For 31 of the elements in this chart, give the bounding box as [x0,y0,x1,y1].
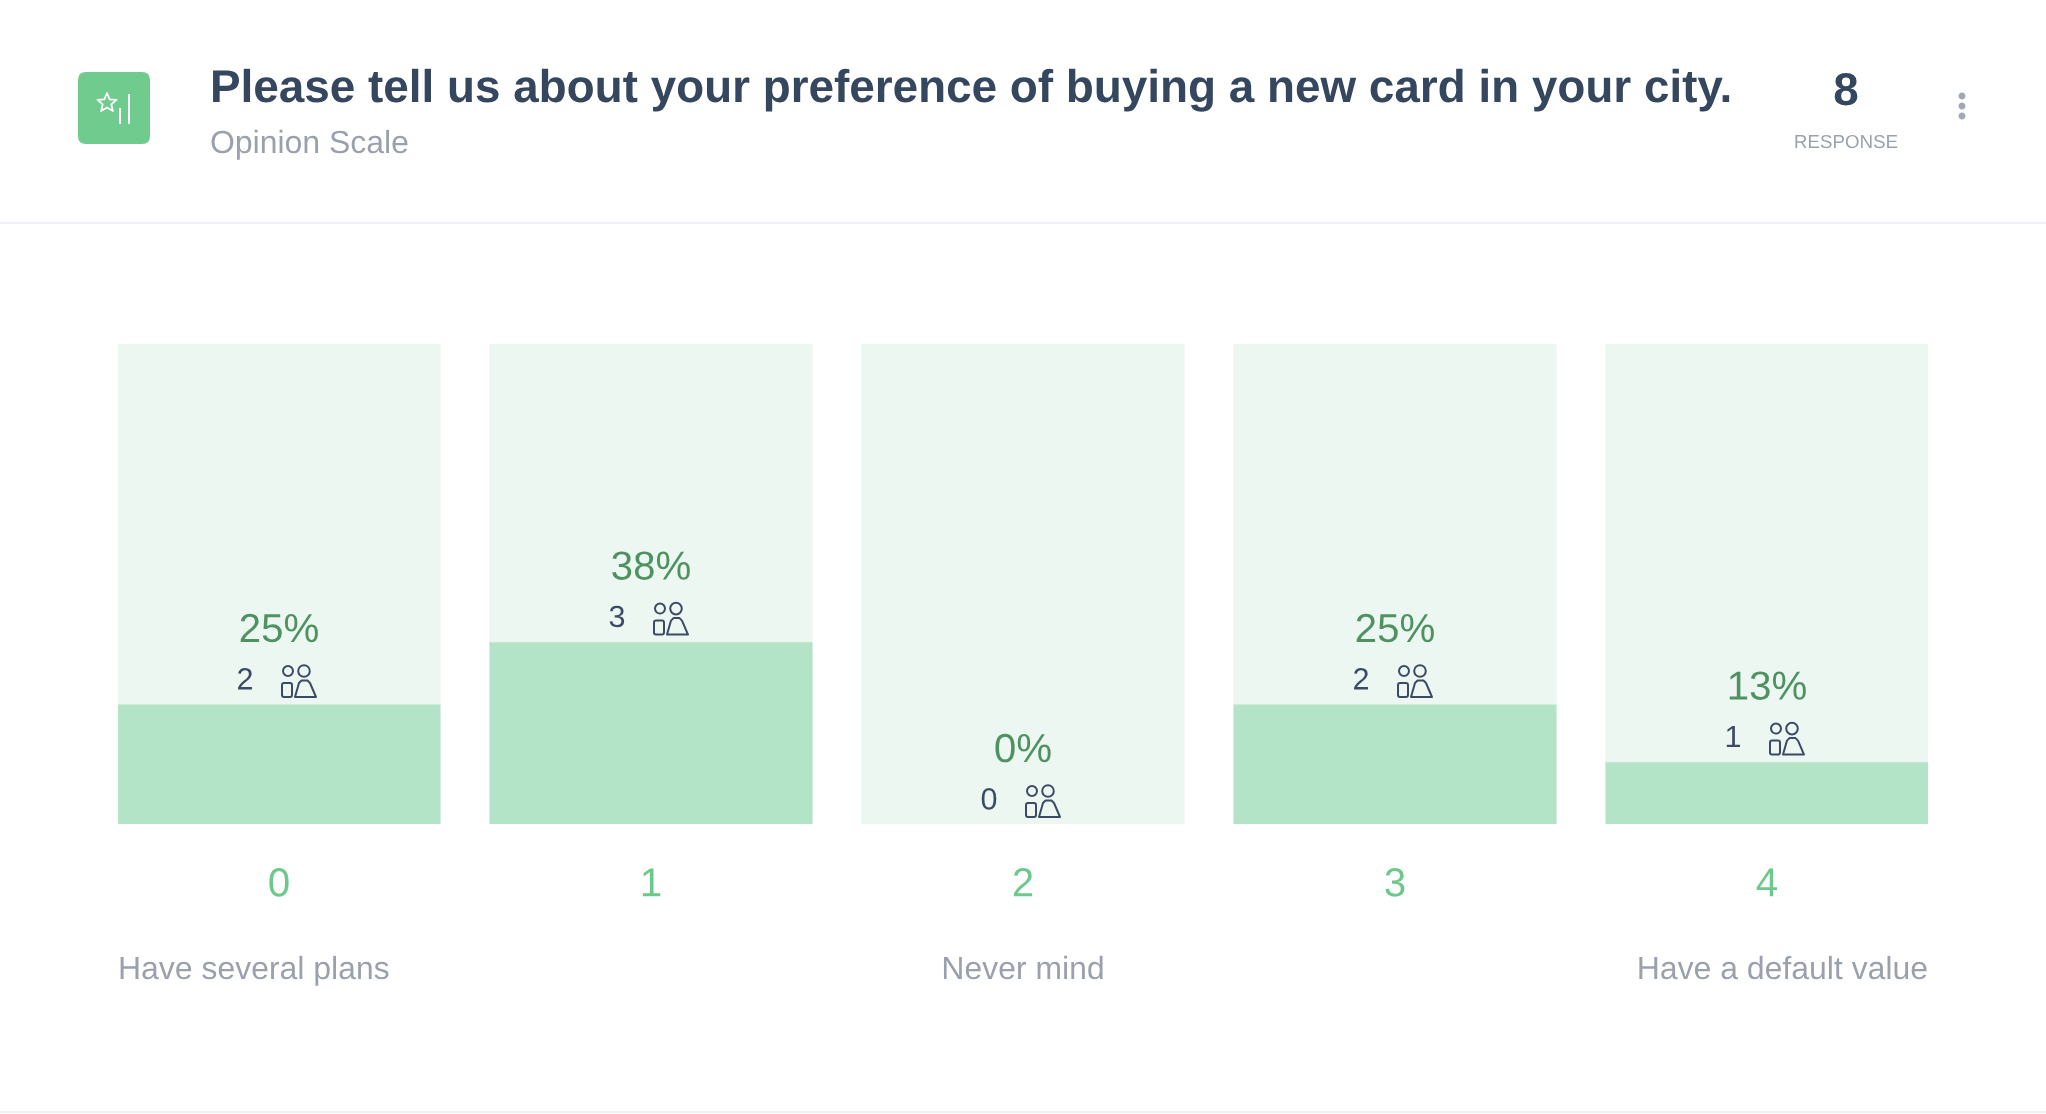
annotation: 0 [981,788,997,810]
bar [1605,761,1928,824]
x-tick-label: 0 [269,868,289,897]
bar [1233,344,1557,705]
x-tick-label: 3 [1385,868,1405,897]
bar [861,344,1185,824]
data-label: 38% [612,551,690,580]
bar [489,344,813,643]
data-label: 25% [1356,613,1434,643]
bar [489,641,813,824]
x-tick-label: 4 [1756,868,1778,897]
x-tick-label: 2 [1013,868,1033,897]
data-label: 0% [995,733,1051,763]
annotation: 3 [609,605,625,628]
x-tick-label: 1 [642,868,661,897]
annotation: 1 [1726,725,1741,747]
bar [118,344,441,705]
data-label: 13% [1729,671,1806,700]
bar [1605,344,1928,763]
text: Never mind [943,955,1103,980]
text: RESPONSE [1795,134,1898,149]
chart-subtitle: Opinion Scale [211,129,408,160]
bar [1233,703,1557,824]
data-label: 25% [240,613,318,643]
text: 8 [1834,73,1858,106]
chart-title: Please tell us about your preference of buying a new card in your city. [213,68,1730,112]
text: Have several plans [120,955,389,986]
annotation: 2 [1354,668,1368,690]
annotation: 2 [238,668,252,690]
text: Have a default value [1639,955,1927,980]
bar [118,703,441,824]
